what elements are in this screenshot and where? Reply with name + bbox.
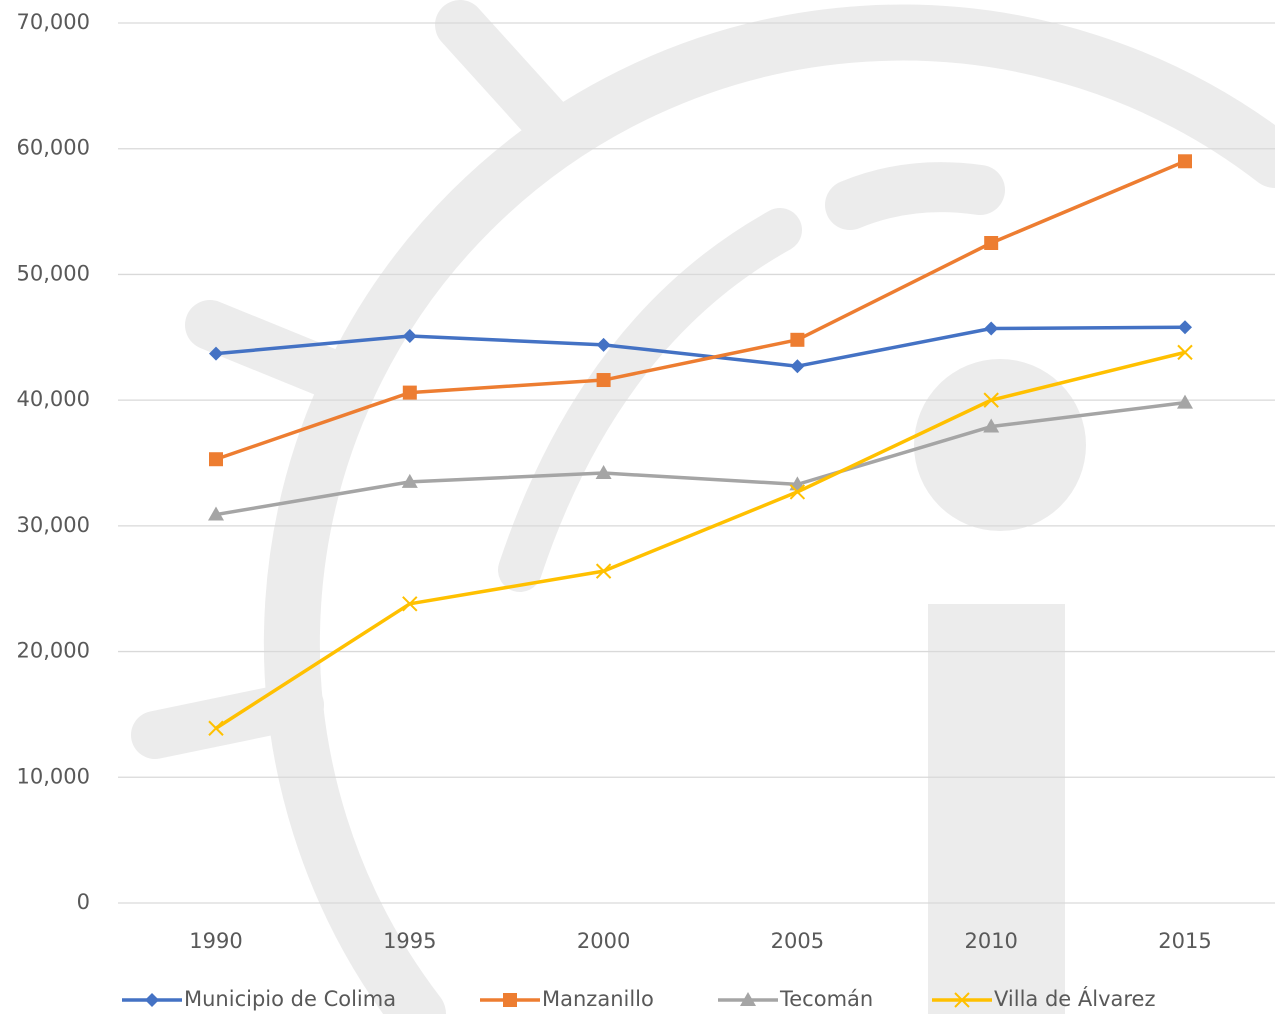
y-tick-label: 30,000 <box>17 513 90 537</box>
x-tick-label: 1995 <box>383 929 436 953</box>
watermark <box>131 0 1275 1014</box>
y-tick-label: 10,000 <box>17 764 90 788</box>
y-tick-label: 60,000 <box>17 136 90 160</box>
marker <box>209 452 223 467</box>
marker <box>790 359 805 374</box>
series-line <box>215 159 1186 461</box>
marker <box>503 993 517 1007</box>
marker <box>1178 154 1192 169</box>
marker <box>596 373 611 388</box>
legend-label: Tecomán <box>779 987 873 1011</box>
marker <box>402 596 418 612</box>
marker <box>401 473 418 488</box>
marker <box>983 392 999 408</box>
marker <box>983 418 1000 433</box>
x-tick-label: 1990 <box>189 929 242 953</box>
x-tick-label: 2000 <box>577 929 630 953</box>
series-line <box>215 400 1186 517</box>
marker <box>1177 344 1193 361</box>
marker <box>1178 320 1192 335</box>
x-tick-label: 2005 <box>771 929 824 953</box>
series-line <box>215 325 1186 368</box>
marker <box>789 484 806 500</box>
marker <box>596 337 611 352</box>
marker <box>402 385 417 400</box>
y-tick-label: 0 <box>77 890 90 914</box>
marker <box>209 346 223 361</box>
watermark-bar <box>928 604 1065 1014</box>
marker <box>984 236 999 250</box>
legend-label: Villa de Álvarez <box>994 986 1156 1011</box>
marker <box>595 563 612 579</box>
y-tick-label: 70,000 <box>17 10 90 34</box>
marker <box>740 992 756 1006</box>
x-tick-label: 2010 <box>964 929 1017 953</box>
legend-label: Municipio de Colima <box>184 987 396 1011</box>
marker <box>595 465 612 480</box>
watermark-dot <box>914 359 1086 531</box>
marker <box>790 332 805 347</box>
legend-label: Manzanillo <box>542 987 654 1011</box>
marker <box>954 992 970 1008</box>
y-tick-label: 20,000 <box>17 639 90 663</box>
y-tick-label: 50,000 <box>17 261 90 285</box>
series-line <box>215 350 1186 730</box>
marker <box>208 720 224 736</box>
x-tick-label: 2015 <box>1158 929 1211 953</box>
marker <box>1177 394 1193 409</box>
marker <box>208 506 224 521</box>
marker <box>145 993 159 1007</box>
marker <box>984 321 999 336</box>
marker <box>402 329 417 344</box>
y-tick-label: 40,000 <box>17 387 90 411</box>
